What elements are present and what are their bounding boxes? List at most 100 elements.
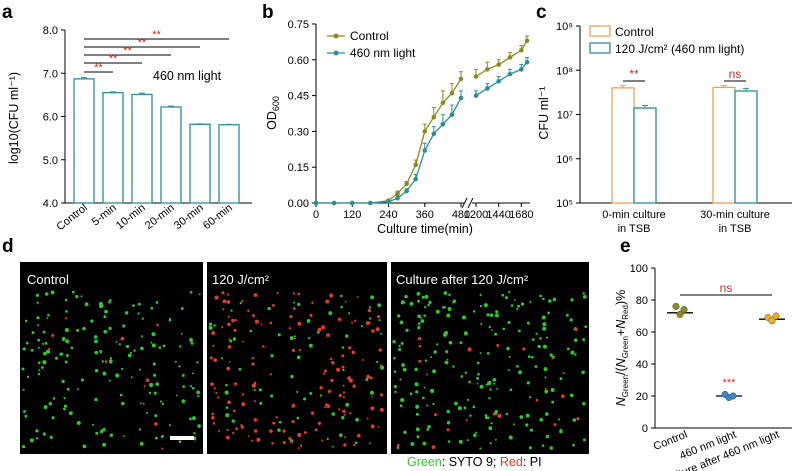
cell-dot [527, 322, 530, 325]
panel-b-point [450, 91, 455, 96]
panel-c-ytick-label: 10⁷ [557, 110, 573, 122]
cell-dot [513, 423, 515, 425]
cell-dot [288, 437, 291, 440]
panel-b-point [496, 62, 501, 67]
cell-dot [42, 343, 44, 345]
cell-dot [181, 333, 183, 335]
cell-dot [345, 403, 349, 407]
cell-dot [519, 415, 523, 419]
cell-dot [69, 411, 73, 415]
cell-dot [570, 298, 573, 301]
cell-dot [296, 391, 298, 393]
cell-dot [342, 385, 344, 387]
panel-b-series-line [316, 98, 461, 203]
cell-dot [377, 303, 381, 307]
cell-dot [109, 380, 111, 382]
cell-dot [182, 374, 185, 377]
cell-dot [445, 350, 448, 353]
cell-dot [574, 353, 576, 355]
cell-dot [290, 336, 294, 340]
cell-dot [380, 393, 383, 396]
cell-dot [510, 388, 513, 391]
cell-dot [155, 382, 159, 386]
cell-dot [488, 381, 491, 384]
cell-dot [535, 333, 537, 335]
cell-dot [430, 389, 434, 393]
cell-dot [241, 426, 244, 429]
cell-dot [508, 291, 510, 293]
cell-dot [525, 423, 528, 426]
cell-dot [347, 376, 351, 380]
cell-dot [567, 348, 570, 351]
cell-dot [38, 347, 40, 349]
cell-dot [23, 410, 26, 413]
cell-dot [192, 387, 195, 390]
cell-dot [376, 327, 380, 331]
cell-dot [81, 295, 83, 297]
cell-dot [283, 441, 286, 444]
cell-dot [72, 291, 75, 294]
cell-dot [398, 348, 401, 351]
cell-dot [239, 368, 242, 371]
cell-dot [357, 434, 361, 438]
panel-b-point [413, 163, 418, 168]
cell-dot [254, 389, 256, 391]
cell-dot [182, 385, 185, 388]
cell-dot [400, 404, 403, 407]
cell-dot [309, 344, 313, 348]
cell-dot [290, 441, 293, 444]
cell-dot [123, 435, 125, 437]
cell-dot [542, 444, 545, 447]
panel-c-legend-label: Control [615, 25, 654, 39]
cell-dot [583, 295, 587, 299]
panel-b-ytick-label: 0.00 [288, 198, 309, 210]
cell-dot [417, 314, 421, 318]
cell-dot [380, 408, 384, 412]
panel-b-series-line [316, 79, 461, 203]
cell-dot [270, 322, 273, 325]
cell-dot [169, 319, 172, 322]
panel-a-ytick-label: 5.0 [43, 155, 58, 167]
cell-dot [241, 402, 245, 406]
cell-dot [109, 360, 112, 363]
cell-dot [477, 383, 479, 385]
cell-dot [189, 338, 193, 342]
cell-dot [311, 411, 314, 414]
panel-e-sig-stars: *** [723, 377, 737, 389]
cell-dot [537, 345, 540, 348]
stain-green-desc: : SYTO 9; [442, 455, 500, 469]
panel-b-ylabel: OD600 [265, 96, 281, 130]
cell-dot [561, 394, 565, 398]
panel-b-xtick-label: 1200 [464, 209, 488, 221]
panel-a-ytick-label: 6.0 [43, 112, 58, 124]
panel-b-xtick-label: 1680 [509, 209, 533, 221]
panel-c-ytick-label: 10⁹ [556, 21, 573, 33]
cell-dot [275, 416, 277, 418]
cell-dot [401, 342, 404, 345]
cell-dot [423, 314, 426, 317]
panel-b-legend-marker [334, 34, 339, 39]
cell-dot [501, 294, 504, 297]
panel-a-sig-label: ** [94, 62, 103, 74]
cell-dot [294, 335, 296, 337]
cell-dot [64, 404, 67, 407]
cell-dot [508, 369, 510, 371]
cell-dot [213, 324, 215, 326]
cell-dot [526, 414, 530, 418]
cell-dot [231, 319, 235, 323]
cell-dot [209, 326, 213, 330]
cell-dot [319, 386, 322, 389]
cell-dot [211, 416, 215, 420]
cell-dot [380, 364, 382, 366]
cell-dot [468, 347, 472, 351]
cell-dot [477, 362, 480, 365]
cell-dot [368, 309, 372, 313]
cell-dot [331, 361, 335, 365]
cell-dot [65, 361, 68, 364]
cell-dot [64, 397, 66, 399]
panel-b-point [474, 74, 479, 79]
cell-dot [552, 357, 554, 359]
cell-dot [342, 346, 345, 349]
cell-dot [225, 384, 228, 387]
panel-label-c: c [536, 2, 547, 23]
